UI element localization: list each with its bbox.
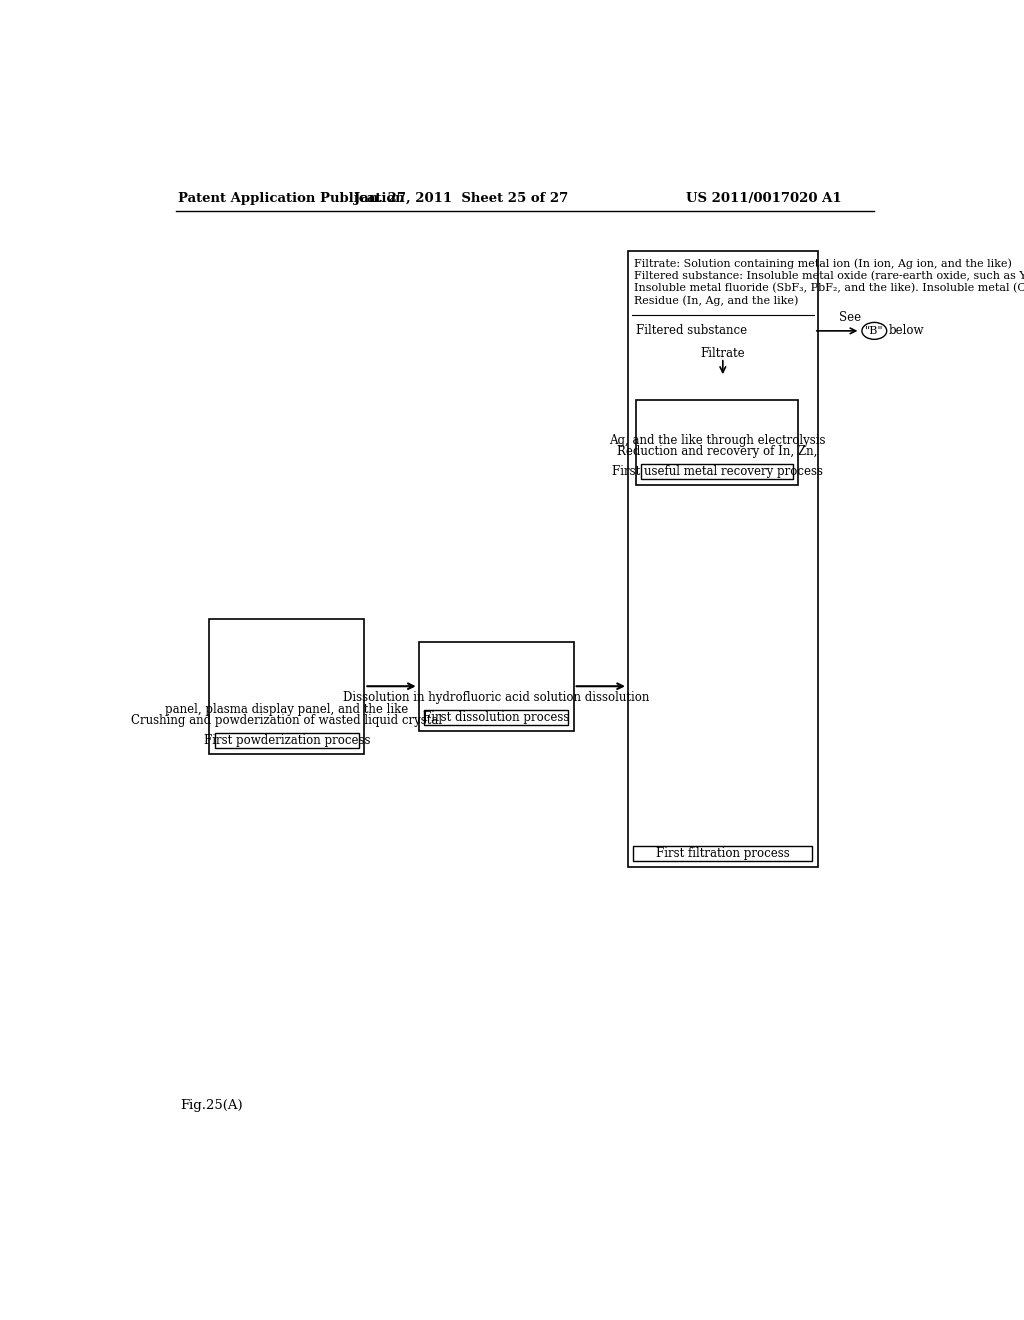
Bar	[209, 619, 365, 754]
Text: Filtrate: Filtrate	[700, 347, 745, 360]
Bar	[636, 400, 799, 484]
Text: Fig.25(A): Fig.25(A)	[180, 1100, 244, 1111]
Text: First filtration process: First filtration process	[656, 847, 790, 861]
Bar	[215, 733, 359, 748]
Text: First powderization process: First powderization process	[204, 734, 370, 747]
Text: panel, plasma display panel, and the like: panel, plasma display panel, and the lik…	[165, 704, 409, 715]
Text: First useful metal recovery process: First useful metal recovery process	[611, 465, 822, 478]
Text: below: below	[888, 325, 924, 338]
Text: Insoluble metal fluoride (SbF₃, PbF₂, and the like). Insoluble metal (Cu, and th: Insoluble metal fluoride (SbF₃, PbF₂, an…	[634, 284, 1024, 293]
Text: First dissolution process: First dissolution process	[423, 711, 569, 723]
Text: Filtrate: Solution containing metal ion (In ion, Ag ion, and the like): Filtrate: Solution containing metal ion …	[634, 259, 1012, 269]
Bar	[419, 642, 573, 730]
Text: Filtered substance: Insoluble metal oxide (rare-earth oxide, such as Y₂O₃, Eu₂O₃: Filtered substance: Insoluble metal oxid…	[634, 271, 1024, 281]
Text: Jan. 27, 2011  Sheet 25 of 27: Jan. 27, 2011 Sheet 25 of 27	[354, 191, 568, 205]
Text: Crushing and powderization of wasted liquid crystal: Crushing and powderization of wasted liq…	[131, 714, 442, 726]
Bar	[633, 846, 812, 862]
Text: Filtered substance: Filtered substance	[636, 325, 746, 338]
Text: Patent Application Publication: Patent Application Publication	[178, 191, 406, 205]
Text: See: See	[840, 310, 861, 323]
Bar	[424, 710, 568, 725]
Text: Ag, and the like through electrolysis: Ag, and the like through electrolysis	[608, 434, 825, 447]
Text: Dissolution in hydrofluoric acid solution dissolution: Dissolution in hydrofluoric acid solutio…	[343, 690, 649, 704]
Text: Residue (In, Ag, and the like): Residue (In, Ag, and the like)	[634, 296, 799, 306]
Bar	[641, 465, 793, 479]
Text: Reduction and recovery of In, Zn,: Reduction and recovery of In, Zn,	[616, 445, 817, 458]
Text: US 2011/0017020 A1: US 2011/0017020 A1	[686, 191, 842, 205]
Ellipse shape	[862, 322, 887, 339]
Text: "B": "B"	[865, 326, 884, 335]
Bar	[628, 251, 818, 867]
